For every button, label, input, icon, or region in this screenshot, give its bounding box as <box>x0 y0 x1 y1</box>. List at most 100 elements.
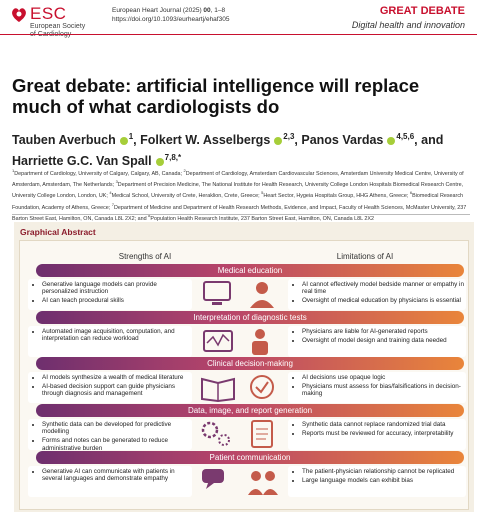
orcid-icon[interactable] <box>387 136 396 145</box>
limitation-item: AI decisions use opaque logic <box>302 374 464 381</box>
author-sup: 1 <box>128 132 134 141</box>
section-bar: Data, image, and report generation <box>36 404 464 417</box>
section-icons <box>203 281 274 308</box>
limitation-item: Reports must be reviewed for accuracy, i… <box>302 430 464 437</box>
section-icons <box>203 329 268 355</box>
header-rule <box>0 34 477 35</box>
section-bar: Interpretation of diagnostic tests <box>36 311 464 324</box>
author-name: Harriette G.C. Van Spall <box>12 154 152 169</box>
icons-wrap <box>196 371 286 403</box>
strength-item: Generative language models can provide p… <box>42 281 190 296</box>
limitation-item: AI cannot effectively model bedside mann… <box>302 281 464 296</box>
limitations-list: AI decisions use opaque logic Physicians … <box>294 374 464 398</box>
affil-text: Department of Precision Medicine, The Na… <box>12 182 464 200</box>
affil-text: Biomedical Research Foundation, Academy … <box>12 193 464 211</box>
logo-heart <box>12 8 26 22</box>
author-sep: , <box>133 133 137 148</box>
icons-wrap <box>196 465 286 497</box>
author-sep: , <box>294 133 298 148</box>
section-icons <box>202 469 278 495</box>
limitations-box: AI cannot effectively model bedside mann… <box>288 279 466 310</box>
affil-text: Department of Cardiology, Amsterdam Card… <box>12 170 464 188</box>
strengths-list: Generative AI can communicate with patie… <box>34 468 190 483</box>
affil-sup: 1 <box>12 168 15 173</box>
limitations-box: Synthetic data cannot replace randomized… <box>288 419 466 450</box>
affil-sup: 3 <box>115 179 118 185</box>
limitation-item: The patient-physician relationship canno… <box>302 468 464 475</box>
ga-heading: Graphical Abstract <box>20 227 96 237</box>
limitations-list: Synthetic data cannot replace randomized… <box>294 421 464 437</box>
section-icons <box>201 420 273 448</box>
author-sup: 2,3 <box>283 132 295 141</box>
volume: 00 <box>203 7 211 14</box>
limitation-item: Physicians must assess for bias/falsific… <box>302 383 464 398</box>
affil-text: Heart Sector, Hygeia Hospitals Group, HH… <box>263 193 410 200</box>
society: European Society of Cardiology <box>30 23 86 38</box>
orcid-icon[interactable] <box>119 136 128 145</box>
limitation-item: Oversight of medical education by physic… <box>302 297 464 304</box>
icons-wrap <box>196 278 286 310</box>
orcid-icon[interactable] <box>274 136 283 145</box>
logo-text: ESC <box>30 4 67 23</box>
category: GREAT DEBATE <box>379 5 465 17</box>
strength-item: Generative AI can communicate with patie… <box>42 468 190 483</box>
strengths-list: Generative language models can provide p… <box>34 281 190 305</box>
affil-text: Department of Cardiology, University of … <box>14 170 184 177</box>
affil-sup: 6 <box>409 190 413 196</box>
limitations-list: AI cannot effectively model bedside mann… <box>294 281 464 305</box>
limitation-item: Physicians are liable for AI-generated r… <box>302 328 464 335</box>
strengths-box: Automated image acquisition, computation… <box>28 326 192 357</box>
limitations-list: The patient-physician relationship canno… <box>294 468 464 484</box>
strengths-box: Generative language models can provide p… <box>28 279 192 310</box>
section-bar: Clinical decision-making <box>36 357 464 370</box>
section-bar: Medical education <box>36 264 464 277</box>
icons-wrap <box>196 325 286 357</box>
author-name: Tauben Averbuch <box>12 133 116 148</box>
affil-sup: 8 <box>148 212 151 218</box>
subcategory: Digital health and innovation <box>351 20 465 30</box>
title: Great debate: artificial intelligence wi… <box>12 75 420 117</box>
strength-item: AI models synthesize a wealth of medical… <box>42 374 190 381</box>
doi[interactable]: https://doi.org/10.1093/eurheartj/ehaf30… <box>112 16 230 23</box>
page: ESC European Society of Cardiology Europ… <box>0 0 477 500</box>
section-icons <box>201 375 274 403</box>
strengths-box: Generative AI can communicate with patie… <box>28 466 192 497</box>
affil-sup: 2 <box>183 168 186 173</box>
strengths-box: AI models synthesize a wealth of medical… <box>28 372 192 403</box>
author-sep: , and <box>414 133 444 148</box>
affil-sup: 5 <box>261 190 264 196</box>
author-sup: 4,5,6 <box>396 132 415 141</box>
icons-wrap <box>196 418 286 450</box>
limitations-box: The patient-physician relationship canno… <box>288 466 466 497</box>
strength-item: AI-based decision support can guide phys… <box>42 383 190 398</box>
rule <box>12 214 470 215</box>
col-head: Limitations of AI <box>336 252 394 261</box>
affil-sup: 4 <box>109 190 112 196</box>
pages: , 1–8 <box>210 7 226 14</box>
affiliations: 1Department of Cardiology, University of… <box>12 167 470 223</box>
limitation-item: Synthetic data cannot replace randomized… <box>302 421 464 428</box>
strength-item: Synthetic data can be developed for pred… <box>42 421 190 436</box>
strength-item: AI can teach procedural skills <box>42 297 190 304</box>
strength-item: Automated image acquisition, computation… <box>42 328 190 343</box>
limitation-item: Oversight of model design and training d… <box>302 337 464 344</box>
col-head: Strengths of AI <box>118 252 172 261</box>
limitations-box: Physicians are liable for AI-generated r… <box>288 326 466 357</box>
strengths-list: Synthetic data can be developed for pred… <box>34 421 190 452</box>
author-name: Panos Vardas <box>301 133 384 148</box>
strengths-box: Synthetic data can be developed for pred… <box>28 419 192 452</box>
strength-item: Forms and notes can be generated to redu… <box>42 437 190 452</box>
journal: European Heart Journal (2025) <box>112 7 204 14</box>
strengths-list: Automated image acquisition, computation… <box>34 328 190 343</box>
journal-info: European Heart Journal (2025) 00, 1–8 htt… <box>112 6 229 24</box>
author-sup: 7,8,* <box>164 153 182 163</box>
affil-text: Department of Medicine and Department of… <box>12 204 467 222</box>
authors: Tauben Averbuch 1, Folkert W. Asselbergs 2… <box>12 128 472 170</box>
affil-text: Population Health Research Institute, 23… <box>150 215 375 222</box>
strengths-list: AI models synthesize a wealth of medical… <box>34 374 190 398</box>
orcid-icon[interactable] <box>155 158 164 167</box>
limitations-list: Physicians are liable for AI-generated r… <box>294 328 464 344</box>
limitation-item: Large language models can exhibit bias <box>302 477 464 484</box>
affil-sup: 7 <box>111 201 115 207</box>
author-name: Folkert W. Asselbergs <box>140 133 271 148</box>
